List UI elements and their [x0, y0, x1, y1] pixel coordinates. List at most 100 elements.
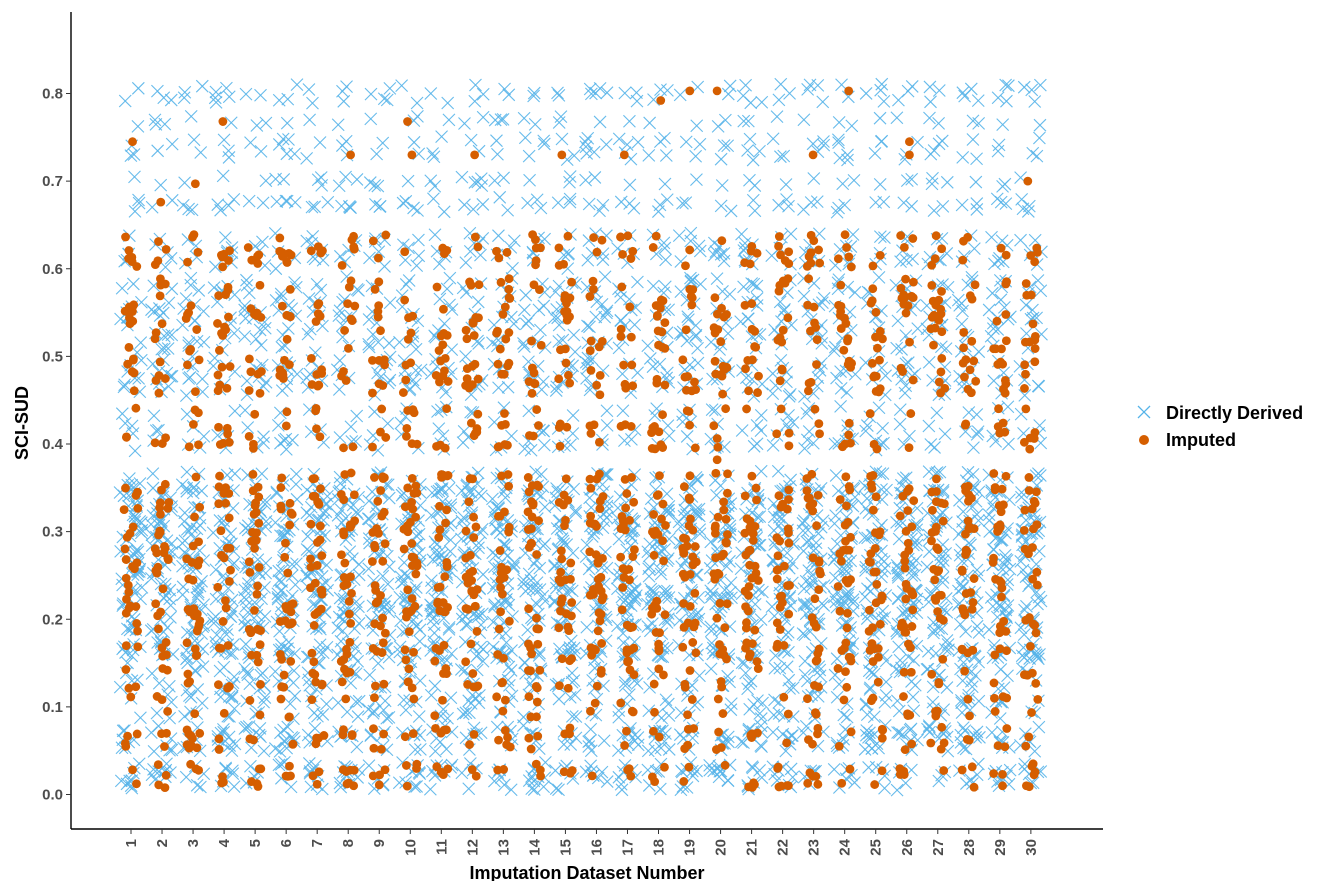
- derived-point: [523, 173, 536, 187]
- derived-point: [178, 709, 191, 723]
- derived-point: [774, 353, 788, 367]
- derived-point: [832, 136, 846, 150]
- imputed-point: [493, 359, 503, 369]
- derived-point: [679, 135, 693, 149]
- imputed-point: [432, 442, 441, 451]
- derived-point: [473, 688, 486, 702]
- derived-point: [631, 135, 645, 149]
- derived-point: [991, 144, 1005, 158]
- derived-point: [692, 239, 706, 253]
- derived-point: [253, 567, 266, 581]
- derived-point: [303, 113, 316, 127]
- imputed-point: [402, 424, 412, 433]
- derived-point: [333, 354, 347, 367]
- imputed-point: [685, 245, 695, 255]
- derived-point: [891, 726, 904, 739]
- imputed-point: [400, 247, 410, 257]
- derived-point: [892, 532, 906, 546]
- imputed-point: [131, 403, 141, 413]
- imputed-point: [225, 577, 234, 586]
- imputed-point: [374, 780, 384, 790]
- derived-point: [754, 409, 768, 422]
- imputed-point: [523, 473, 533, 482]
- derived-point: [476, 607, 489, 621]
- derived-point: [362, 337, 376, 351]
- imputed-point: [440, 607, 450, 617]
- derived-point: [525, 782, 539, 795]
- derived-point: [830, 371, 843, 385]
- derived-point: [504, 783, 518, 797]
- derived-point: [320, 640, 334, 654]
- derived-point: [549, 782, 563, 795]
- derived-point: [154, 178, 168, 192]
- derived-point: [131, 81, 145, 95]
- derived-point: [184, 690, 198, 704]
- imputed-point: [527, 336, 536, 346]
- derived-point: [308, 721, 322, 735]
- imputed-point: [528, 431, 538, 441]
- imputed-point: [625, 665, 635, 675]
- derived-point: [743, 132, 757, 146]
- derived-point: [492, 381, 505, 395]
- derived-point: [534, 467, 548, 481]
- derived-point: [583, 82, 597, 96]
- derived-point: [290, 557, 303, 570]
- derived-point: [534, 323, 547, 337]
- derived-point: [431, 550, 445, 564]
- imputed-point: [403, 527, 413, 537]
- derived-point: [164, 93, 178, 107]
- derived-point: [564, 738, 578, 751]
- derived-point: [569, 506, 583, 520]
- derived-point: [241, 668, 255, 682]
- derived-point: [486, 492, 499, 506]
- derived-point: [657, 584, 671, 598]
- derived-point: [737, 280, 750, 294]
- derived-point: [197, 429, 211, 443]
- imputed-point: [132, 558, 142, 568]
- derived-point: [598, 270, 612, 284]
- derived-point: [507, 556, 521, 570]
- derived-point: [618, 679, 632, 693]
- imputed-point: [658, 342, 667, 352]
- imputed-point: [400, 645, 410, 655]
- derived-point: [505, 429, 518, 443]
- imputed-point: [495, 344, 505, 354]
- derived-point: [900, 174, 914, 188]
- imputed-point: [245, 734, 255, 744]
- derived-point: [238, 612, 252, 626]
- derived-point: [351, 654, 365, 668]
- imputed-point: [277, 301, 287, 311]
- derived-point: [828, 517, 841, 531]
- imputed-point: [400, 732, 410, 742]
- imputed-point: [585, 346, 595, 356]
- derived-point: [703, 763, 717, 777]
- derived-point: [289, 467, 303, 481]
- points-layer: [113, 77, 1048, 797]
- imputed-point: [474, 280, 484, 290]
- derived-point: [798, 442, 811, 455]
- derived-point: [872, 270, 886, 284]
- imputed-point: [254, 518, 264, 528]
- imputed-point: [526, 712, 536, 722]
- derived-point: [241, 421, 255, 434]
- imputed-point: [532, 550, 542, 559]
- derived-point: [195, 574, 208, 588]
- derived-point: [734, 315, 748, 328]
- imputed-point: [154, 388, 164, 398]
- imputed-point: [214, 345, 224, 355]
- derived-point: [648, 585, 661, 599]
- derived-point: [407, 201, 420, 215]
- derived-point: [474, 248, 487, 262]
- imputed-point: [349, 231, 358, 241]
- imputed-point: [347, 588, 356, 598]
- derived-point: [908, 678, 922, 692]
- derived-point: [476, 642, 490, 656]
- imputed-point: [128, 316, 138, 326]
- derived-point: [924, 438, 938, 451]
- imputed-point: [473, 374, 483, 384]
- imputed-point: [527, 649, 537, 659]
- imputed-point: [443, 470, 453, 480]
- derived-point: [241, 582, 255, 596]
- derived-point: [1031, 379, 1045, 393]
- derived-point: [517, 710, 530, 724]
